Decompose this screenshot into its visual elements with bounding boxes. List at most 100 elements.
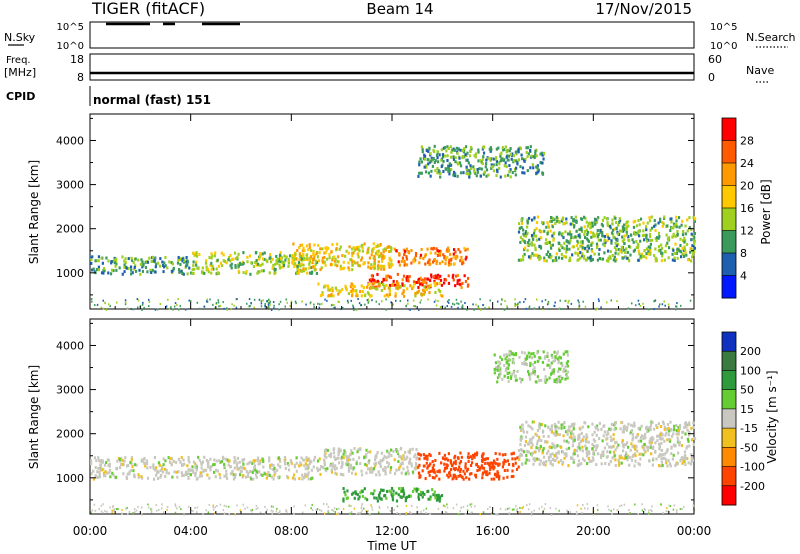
scatter-cell	[670, 445, 673, 449]
scatter-cell	[591, 258, 595, 262]
scatter-cell	[139, 272, 142, 276]
scatter-cell	[285, 475, 289, 479]
scatter-cell	[606, 430, 609, 434]
scatter-cell	[435, 275, 438, 279]
scatter-cell	[428, 160, 432, 164]
scatter-cell	[334, 257, 337, 261]
scatter-cell	[227, 258, 230, 262]
noise-cell	[317, 302, 319, 305]
scatter-cell	[453, 148, 456, 152]
scatter-cell	[626, 425, 629, 429]
scatter-cell	[324, 246, 327, 250]
scatter-cell	[462, 261, 465, 265]
noise-cell	[575, 510, 578, 513]
scatter-cell	[349, 285, 352, 289]
scatter-cell	[469, 149, 472, 153]
scatter-cell	[417, 495, 420, 499]
scatter-cell	[537, 458, 541, 462]
scatter-cell	[643, 255, 646, 259]
noise-cell	[610, 509, 612, 512]
scatter-cell	[434, 496, 437, 500]
colorbar-cell	[722, 351, 736, 371]
scatter-cell	[538, 462, 541, 466]
scatter-cell	[665, 427, 669, 431]
scatter-cell	[328, 253, 331, 257]
scatter-cell	[228, 459, 231, 463]
scatter-cell	[535, 457, 539, 461]
scatter-cell	[572, 427, 575, 431]
scatter-cell	[582, 256, 585, 260]
scatter-cell	[262, 269, 265, 273]
scatter-cell	[538, 378, 541, 382]
scatter-cell	[452, 273, 455, 277]
scatter-cell	[374, 287, 377, 291]
scatter-cell	[193, 267, 196, 271]
scatter-cell	[526, 146, 529, 150]
scatter-cell	[194, 260, 198, 264]
scatter-cell	[448, 162, 451, 166]
scatter-cell	[549, 364, 552, 368]
scatter-cell	[389, 448, 393, 452]
scatter-cell	[287, 261, 291, 265]
noise-cell	[190, 509, 193, 512]
scatter-cell	[485, 472, 488, 476]
scatter-cell	[645, 228, 648, 232]
scatter-cell	[437, 169, 440, 173]
noise-cell	[445, 511, 448, 514]
scatter-cell	[570, 236, 573, 240]
scatter-cell	[476, 168, 479, 172]
scatter-cell	[596, 258, 599, 262]
scatter-cell	[426, 284, 429, 288]
scatter-cell	[99, 467, 102, 471]
scatter-cell	[610, 439, 613, 443]
scatter-cell	[614, 216, 617, 220]
scatter-cell	[639, 239, 642, 243]
scatter-cell	[681, 219, 684, 223]
scatter-cell	[522, 254, 525, 258]
scatter-cell	[428, 464, 431, 468]
scatter-cell	[566, 353, 569, 357]
scatter-cell	[673, 427, 676, 431]
noise-cell	[418, 308, 420, 311]
scatter-cell	[191, 465, 194, 469]
scatter-cell	[508, 351, 512, 355]
scatter-cell	[504, 174, 507, 178]
scatter-cell	[438, 469, 441, 473]
scatter-cell	[549, 460, 552, 464]
noise-cell	[637, 299, 640, 302]
scatter-cell	[331, 462, 334, 466]
power-ylabel: Slant Range [km]	[27, 160, 41, 264]
scatter-cell	[352, 457, 355, 461]
scatter-cell	[526, 244, 529, 248]
noise-cell	[212, 303, 214, 306]
scatter-cell	[627, 455, 630, 459]
scatter-cell	[350, 247, 354, 251]
scatter-cell	[510, 452, 513, 456]
noise-cell	[333, 304, 335, 307]
scatter-cell	[400, 487, 403, 491]
scatter-cell	[609, 460, 612, 464]
scatter-cell	[576, 239, 579, 243]
scatter-cell	[524, 461, 527, 465]
scatter-cell	[543, 229, 546, 233]
scatter-cell	[539, 245, 542, 249]
scatter-cell	[565, 373, 568, 377]
scatter-cell	[247, 471, 250, 475]
noise-cell	[353, 507, 356, 510]
scatter-cell	[302, 257, 306, 261]
scatter-cell	[649, 443, 653, 447]
scatter-cell	[188, 460, 191, 464]
cpid-text: normal (fast) 151	[93, 93, 211, 107]
scatter-cell	[657, 248, 661, 252]
scatter-cell	[581, 254, 584, 258]
scatter-cell	[403, 261, 406, 265]
scatter-cell	[534, 246, 537, 250]
noise-cell	[319, 508, 321, 511]
scatter-cell	[187, 468, 190, 472]
scatter-cell	[601, 230, 604, 234]
scatter-cell	[140, 258, 143, 262]
scatter-cell	[420, 247, 423, 251]
scatter-cell	[291, 260, 294, 264]
scatter-cell	[161, 264, 165, 268]
